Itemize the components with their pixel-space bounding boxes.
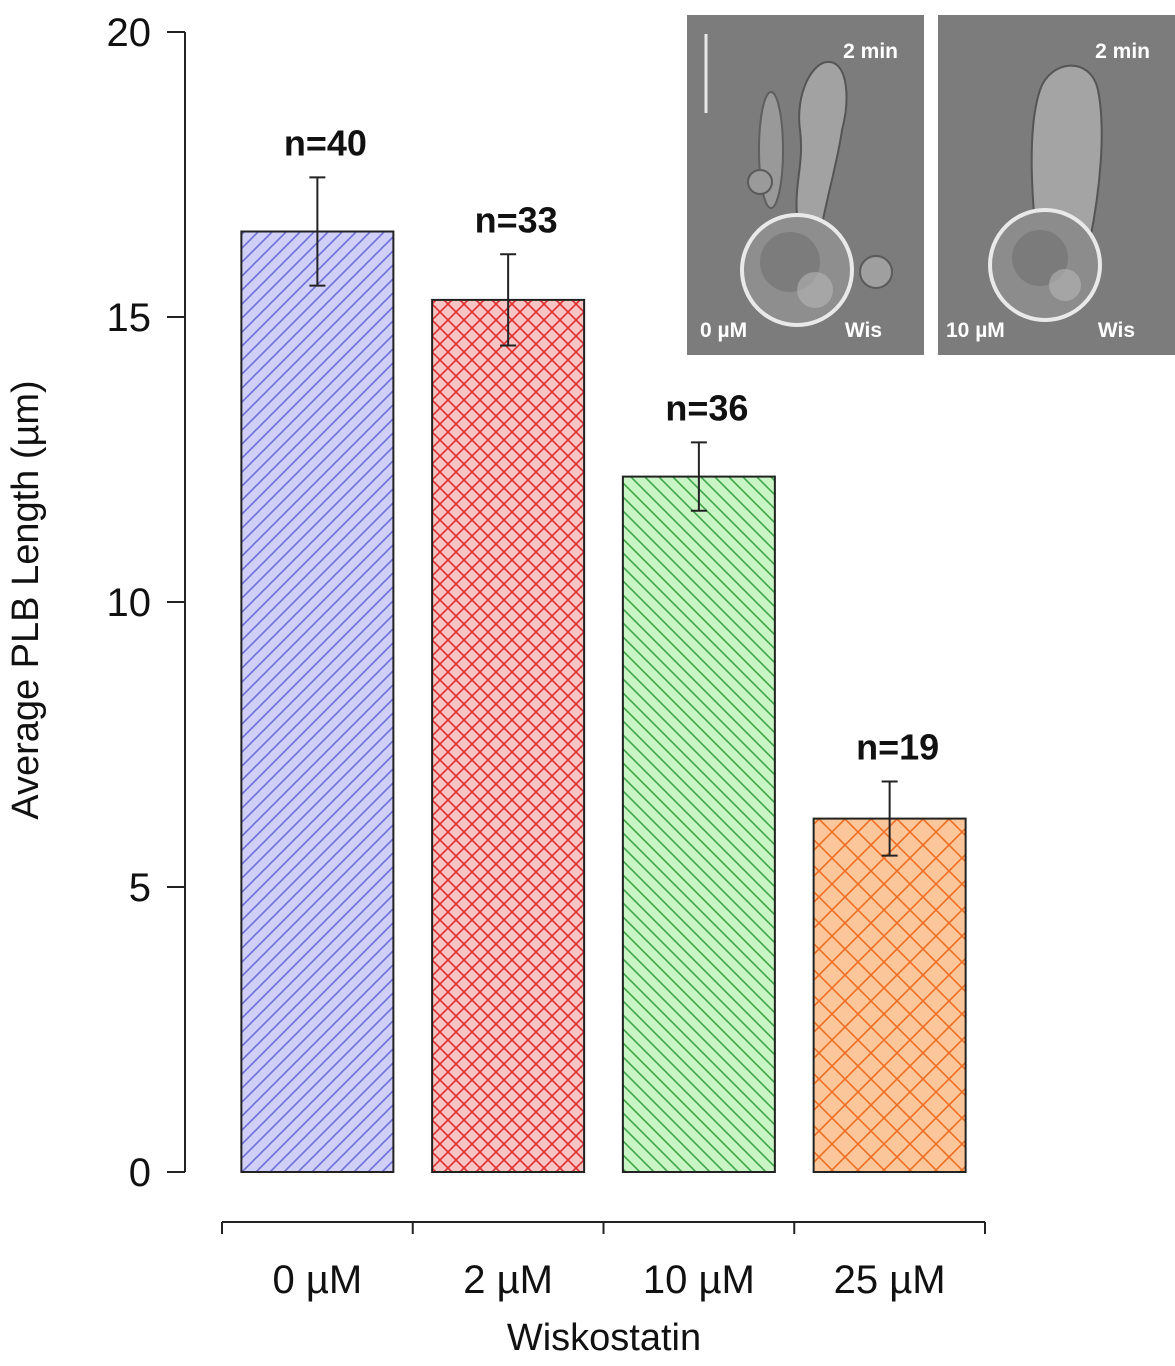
axis-layer: 0 5 10 15 20 0 µM 2 µM 10 µM 25 µM	[107, 11, 986, 1302]
sample-size-label: n=40	[284, 122, 367, 163]
inset-concentration-label: 0 µM	[700, 319, 747, 342]
y-tick-label: 10	[107, 581, 152, 625]
inset-drug-label: Wis	[845, 319, 882, 342]
inset-time-label: 2 min	[1095, 40, 1150, 63]
x-tick-label: 2 µM	[463, 1258, 553, 1302]
inset-time-label: 2 min	[843, 40, 898, 63]
bar	[621, 475, 776, 1174]
inset-panel-0um: 2 min 0 µM Wis	[687, 15, 924, 355]
inset-drug-label: Wis	[1098, 319, 1135, 342]
inset-panel-10um: 2 min 10 µM Wis	[938, 15, 1175, 355]
bars-layer: n=40 n=33 n=36 n=19	[240, 122, 967, 1174]
x-tick-label: 25 µM	[834, 1258, 946, 1302]
y-tick-label: 15	[107, 296, 152, 340]
sample-size-label: n=19	[856, 727, 939, 768]
inset-micrographs: 2 min 0 µM Wis 2 min 10 µM Wis	[687, 15, 1175, 355]
bar	[431, 298, 586, 1173]
y-tick-label: 0	[129, 1151, 151, 1195]
bar	[812, 817, 967, 1173]
bar	[240, 230, 395, 1173]
y-axis-title: Average PLB Length (µm)	[5, 380, 47, 819]
sample-size-label: n=36	[665, 387, 748, 428]
x-axis-title: Wiskostatin	[507, 1317, 701, 1359]
y-tick-label: 20	[107, 11, 152, 55]
y-tick-label: 5	[129, 866, 151, 910]
x-tick-label: 10 µM	[643, 1258, 755, 1302]
x-tick-label: 0 µM	[273, 1258, 363, 1302]
sample-size-label: n=33	[475, 199, 558, 240]
inset-concentration-label: 10 µM	[946, 319, 1005, 342]
